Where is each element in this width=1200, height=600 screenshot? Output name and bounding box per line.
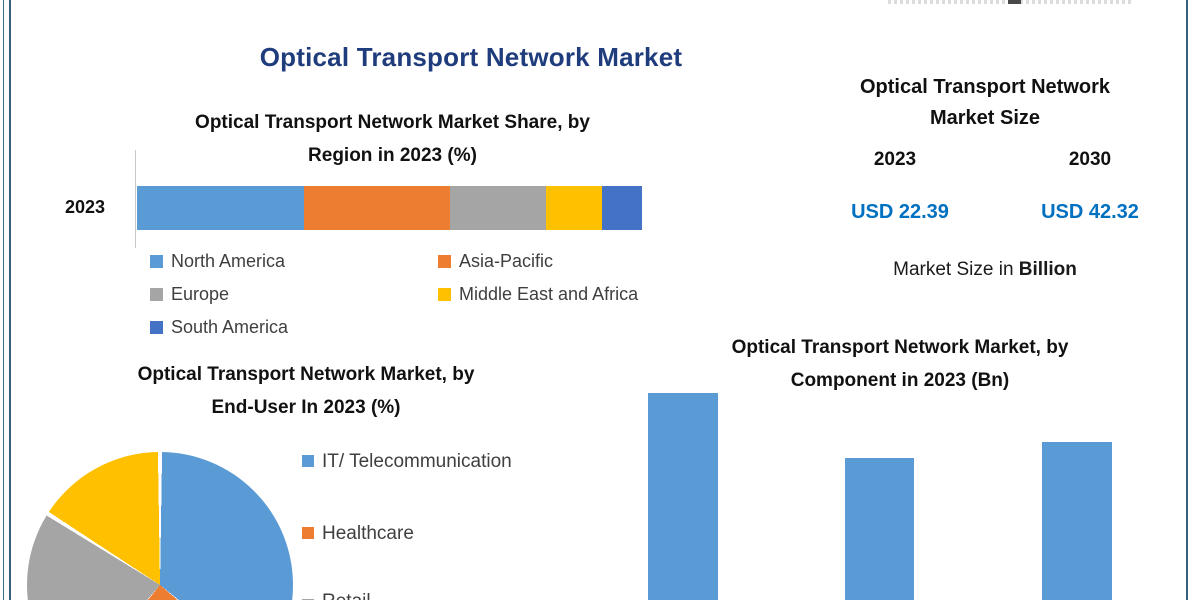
market-size-year-2023: 2023 bbox=[873, 149, 917, 170]
legend-swatch-south-america bbox=[150, 321, 163, 334]
legend-label-europe: Europe bbox=[171, 284, 230, 304]
legend-swatch-middle-east-africa bbox=[438, 288, 451, 301]
legend-label-asia-pacific: Asia-Pacific bbox=[459, 251, 554, 271]
legend-item-europe: Europe bbox=[150, 284, 229, 305]
region-chart-title: Optical Transport Network Market Share, … bbox=[140, 106, 645, 172]
component-bar-2 bbox=[845, 458, 914, 600]
end-user-pie bbox=[27, 452, 293, 600]
legend-label-it-telecommunication: IT/ Telecommunication bbox=[322, 451, 512, 472]
pie-chart-title-line1: Optical Transport Network Market, by bbox=[137, 364, 475, 385]
region-bar-segment-1 bbox=[137, 186, 304, 230]
legend-item-healthcare: Healthcare bbox=[302, 523, 414, 545]
legend-item-retail: Retail bbox=[302, 591, 371, 600]
legend-swatch-europe bbox=[150, 288, 163, 301]
legend-label-south-america: South America bbox=[171, 317, 289, 337]
legend-item-north-america: North America bbox=[150, 251, 285, 272]
cropped-text-remnant bbox=[888, 0, 1133, 4]
market-size-caption-prefix: Market Size in bbox=[893, 259, 1019, 280]
pie-chart-title: Optical Transport Network Market, by End… bbox=[56, 358, 556, 424]
legend-swatch-it-telecommunication bbox=[302, 455, 314, 467]
page-border-left bbox=[9, 0, 11, 600]
region-chart-axis-line bbox=[135, 150, 136, 248]
page-border-left-thin bbox=[3, 0, 4, 600]
market-size-year-2030: 2030 bbox=[1068, 149, 1112, 170]
legend-label-middle-east-africa: Middle East and Africa bbox=[459, 284, 639, 304]
region-bar-segment-2 bbox=[303, 186, 451, 230]
market-size-value-2030: USD 42.32 bbox=[1041, 201, 1139, 223]
component-chart-title-line2: Component in 2023 (Bn) bbox=[790, 370, 1010, 391]
legend-label-north-america: North America bbox=[171, 251, 286, 271]
legend-item-it-telecommunication: IT/ Telecommunication bbox=[302, 451, 512, 473]
market-size-title-line1: Optical Transport Network bbox=[859, 76, 1111, 98]
market-size-caption: Market Size in Billion bbox=[810, 259, 1160, 281]
page-border-right bbox=[1186, 0, 1188, 600]
pie-chart-title-line2: End-User In 2023 (%) bbox=[211, 397, 401, 418]
component-chart-title: Optical Transport Network Market, by Com… bbox=[650, 331, 1150, 397]
market-size-caption-unit: Billion bbox=[1018, 259, 1077, 280]
region-chart-title-line2: Region in 2023 (%) bbox=[308, 145, 477, 166]
region-chart-title-line1: Optical Transport Network Market Share, … bbox=[195, 112, 590, 133]
region-bar-segment-4 bbox=[546, 186, 602, 230]
legend-swatch-asia-pacific bbox=[438, 255, 451, 268]
component-bar-1 bbox=[648, 393, 718, 600]
market-size-title: Optical Transport Network Market Size bbox=[810, 72, 1160, 134]
market-size-value-2023: USD 22.39 bbox=[851, 201, 949, 223]
legend-item-south-america: South America bbox=[150, 317, 288, 338]
region-bar-segment-3 bbox=[450, 186, 547, 230]
legend-item-asia-pacific: Asia-Pacific bbox=[438, 251, 553, 272]
region-bar-segment-5 bbox=[601, 186, 643, 230]
legend-swatch-north-america bbox=[150, 255, 163, 268]
component-bar-3 bbox=[1042, 442, 1112, 600]
component-chart-title-line1: Optical Transport Network Market, by bbox=[731, 337, 1069, 358]
page-title: Optical Transport Network Market bbox=[259, 42, 683, 72]
market-size-title-line2: Market Size bbox=[929, 107, 1041, 129]
legend-item-middle-east-africa: Middle East and Africa bbox=[438, 284, 638, 305]
region-stacked-bar bbox=[137, 186, 643, 230]
legend-label-retail: Retail bbox=[322, 591, 371, 600]
legend-swatch-healthcare bbox=[302, 527, 314, 539]
legend-label-healthcare: Healthcare bbox=[322, 523, 414, 544]
region-chart-category-label: 2023 bbox=[64, 197, 106, 217]
